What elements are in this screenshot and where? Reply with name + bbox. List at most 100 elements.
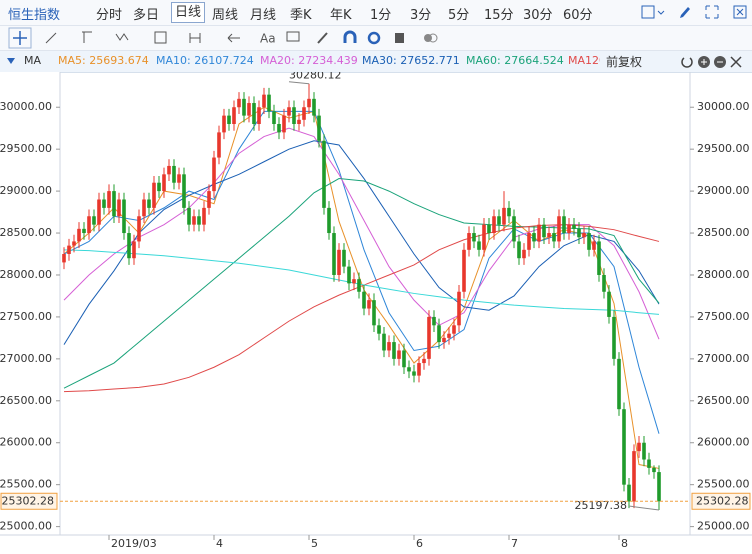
period-button[interactable]: 分时 bbox=[96, 8, 123, 23]
candle-body bbox=[492, 216, 496, 234]
period-button[interactable]: 周线 bbox=[212, 8, 239, 23]
layout-icon[interactable] bbox=[641, 5, 655, 19]
close-icon[interactable] bbox=[733, 5, 747, 19]
period-button[interactable]: 年K bbox=[330, 8, 352, 23]
candle-body bbox=[457, 291, 461, 326]
candle-body bbox=[82, 228, 86, 234]
y-tick-label-left: 26000.00 bbox=[0, 436, 52, 449]
period-button[interactable]: 15分 bbox=[484, 8, 514, 23]
candle-body bbox=[407, 367, 411, 372]
measure-tool[interactable] bbox=[154, 31, 167, 44]
candle-body bbox=[432, 316, 436, 326]
candle-body bbox=[332, 233, 336, 275]
reset-icon[interactable] bbox=[681, 57, 693, 68]
high-pointer bbox=[288, 81, 310, 85]
symbol[interactable]: 恒生指数 bbox=[8, 8, 61, 23]
candle-body bbox=[202, 207, 206, 225]
period-button[interactable]: 月线 bbox=[250, 8, 277, 23]
candle-body bbox=[232, 107, 236, 125]
line-tool[interactable] bbox=[45, 32, 57, 44]
candle-body bbox=[327, 207, 331, 234]
candle-body bbox=[107, 191, 111, 208]
candle-body bbox=[377, 325, 381, 334]
candle-body bbox=[127, 233, 131, 259]
candle-body bbox=[382, 333, 386, 351]
period-button[interactable]: 多日 bbox=[133, 8, 160, 23]
candle-body bbox=[482, 224, 486, 250]
candle-body bbox=[302, 107, 306, 120]
candle-body bbox=[187, 207, 191, 225]
magnet-tool[interactable] bbox=[343, 30, 357, 43]
y-tick-label-left: 28000.00 bbox=[0, 268, 52, 281]
indicator-icons bbox=[681, 56, 742, 68]
crosshair-tool[interactable] bbox=[13, 31, 27, 45]
current-price-left: 25302.28 bbox=[2, 494, 55, 507]
legend: MA5: 25693.674 MA10: 26107.724 MA20: 27234… bbox=[0, 51, 600, 72]
toolbar-icons bbox=[641, 5, 747, 19]
note-tool[interactable] bbox=[286, 31, 300, 42]
candle-body bbox=[252, 103, 256, 125]
period-button[interactable]: 3分 bbox=[410, 8, 432, 23]
candle-body bbox=[172, 165, 176, 183]
candle-body bbox=[307, 98, 311, 108]
wave-tool[interactable] bbox=[115, 33, 129, 41]
text-tool[interactable]: Aa bbox=[260, 32, 276, 46]
candle-body bbox=[387, 342, 391, 351]
candle-body bbox=[62, 254, 66, 263]
period-button[interactable]: 1分 bbox=[370, 8, 392, 23]
period-button[interactable]: 60分 bbox=[563, 8, 593, 23]
indicator-name[interactable]: MA bbox=[24, 54, 42, 67]
period-button[interactable]: 季K bbox=[290, 8, 312, 23]
candle-body bbox=[442, 337, 446, 343]
range-tool[interactable] bbox=[189, 33, 201, 43]
candle-body bbox=[122, 199, 126, 234]
ma-line bbox=[63, 127, 660, 340]
candle-body bbox=[472, 233, 476, 242]
candle-body bbox=[452, 325, 456, 334]
adjust-mode[interactable]: 前复权 bbox=[606, 55, 643, 69]
candle-body bbox=[97, 199, 101, 225]
eye-tool[interactable] bbox=[367, 31, 381, 45]
drawing-toolbar: Aa bbox=[0, 26, 752, 51]
candle-body bbox=[287, 107, 291, 116]
candle-body bbox=[247, 103, 251, 116]
candle-body bbox=[607, 291, 611, 317]
y-tick-label-left: 25000.00 bbox=[0, 520, 52, 533]
candle-body bbox=[372, 300, 376, 326]
x-tick-label: 7 bbox=[511, 537, 518, 550]
period-button[interactable]: 日线 bbox=[171, 2, 206, 23]
fullscreen-icon[interactable] bbox=[705, 5, 719, 19]
low-pointer bbox=[628, 505, 660, 511]
period-button[interactable]: 5分 bbox=[448, 8, 470, 23]
pen-icon[interactable] bbox=[680, 7, 690, 18]
close-indicator[interactable] bbox=[730, 56, 742, 68]
arrow-tool[interactable] bbox=[227, 33, 240, 43]
hide-tool[interactable] bbox=[424, 34, 432, 42]
ma-line bbox=[63, 224, 660, 393]
delete-tool[interactable] bbox=[395, 33, 404, 43]
collapse-icon[interactable] bbox=[6, 56, 16, 66]
candle-body bbox=[162, 174, 166, 192]
candle-body bbox=[652, 467, 656, 473]
candle-body bbox=[182, 174, 186, 208]
legend-item: MA30: 27652.771 bbox=[362, 54, 460, 67]
candle-body bbox=[527, 233, 531, 250]
candle-body bbox=[447, 333, 451, 338]
channel-tool[interactable] bbox=[82, 31, 92, 43]
candle-body bbox=[322, 140, 326, 208]
candle-body bbox=[237, 98, 241, 108]
legend-item: MA120: 2840 bbox=[568, 54, 600, 67]
tool-icons: Aa bbox=[8, 27, 438, 49]
y-tick-label-left: 27500.00 bbox=[0, 310, 52, 323]
candle-body bbox=[582, 233, 586, 238]
y-tick-label-right: 28000.00 bbox=[697, 268, 750, 281]
candle-body bbox=[347, 266, 351, 284]
candle-body bbox=[192, 216, 196, 225]
candle-body bbox=[197, 216, 201, 225]
y-tick-label-left: 25500.00 bbox=[0, 478, 52, 491]
candle-body bbox=[507, 207, 511, 217]
candle-body bbox=[587, 233, 591, 250]
brush-tool[interactable] bbox=[317, 32, 328, 44]
candle-body bbox=[522, 249, 526, 259]
period-button[interactable]: 30分 bbox=[523, 8, 553, 23]
